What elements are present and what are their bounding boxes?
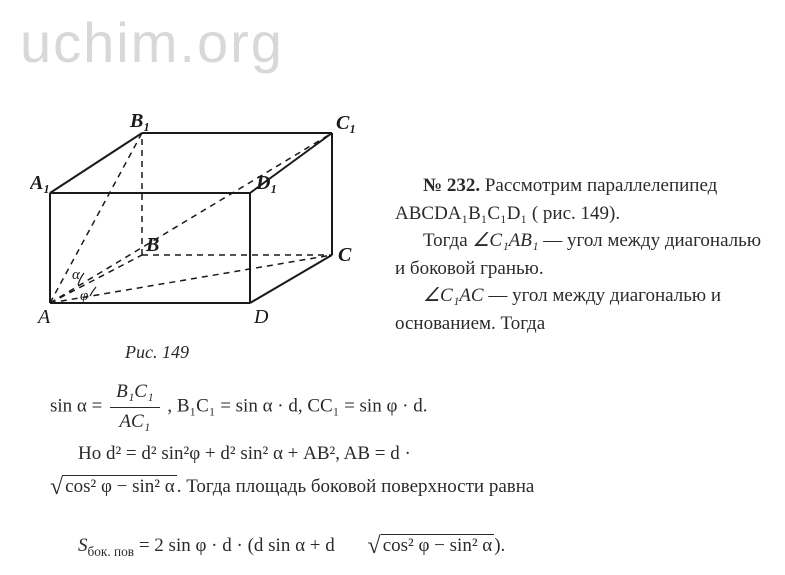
S: S bbox=[78, 535, 88, 556]
frac-den: AC₁ bbox=[110, 408, 160, 437]
sqrt-1: √cos² φ − sin² α bbox=[50, 469, 177, 505]
label-C1: C₁ bbox=[336, 112, 356, 134]
label-A1: A₁ bbox=[30, 172, 50, 194]
label-C: C bbox=[338, 244, 352, 266]
p2-angle: ∠C₁AB₁ bbox=[472, 230, 538, 251]
problem-text: № 232. Рассмотрим параллеле­пипед ABCDA₁… bbox=[395, 172, 765, 337]
math-line-3: Sбок. пов = 2 sin φ · d · (d sin α + d √… bbox=[50, 528, 760, 564]
math-line-1: sin α = B₁C₁ AC₁ , B₁C₁ = sin α · d, CC₁… bbox=[50, 378, 760, 436]
sqrt-2: √cos² φ − sin² α bbox=[340, 528, 495, 564]
watermark-text: uchim.org bbox=[20, 10, 284, 75]
frac-num: B₁C₁ bbox=[110, 378, 160, 408]
parallelepiped-diagram: A D B C A₁ D₁ B₁ C₁ α φ bbox=[30, 75, 370, 335]
m3end: ). bbox=[494, 535, 505, 556]
S-sub: бок. пов bbox=[88, 544, 135, 559]
p3-angle: ∠C₁AC bbox=[423, 285, 484, 306]
label-B: B bbox=[145, 234, 159, 256]
problem-number: № 232. bbox=[423, 175, 480, 196]
label-D: D bbox=[253, 306, 269, 328]
label-D1: D₁ bbox=[255, 172, 277, 194]
label-alpha: α bbox=[72, 267, 81, 283]
label-A: A bbox=[36, 306, 51, 328]
m3eq: = 2 sin φ · d · (d sin α + d bbox=[134, 535, 339, 556]
label-phi: φ bbox=[80, 288, 88, 304]
p2a: Тогда bbox=[423, 230, 472, 251]
figure-caption: Рис. 149 bbox=[125, 342, 189, 363]
math-line-2: Но d² = d² sin²φ + d² sin² α + AB², AB =… bbox=[50, 440, 760, 505]
m2a: Но d² = d² sin²φ + d² sin² α + AB², AB =… bbox=[78, 443, 411, 464]
label-B1: B₁ bbox=[129, 110, 150, 132]
m1a: sin α = bbox=[50, 395, 107, 416]
m1b: , B₁C₁ = sin α · d, CC₁ = sin φ · d. bbox=[167, 395, 427, 416]
m2b: . Тогда площадь боковой по­верхности рав… bbox=[177, 476, 535, 497]
fraction: B₁C₁ AC₁ bbox=[110, 378, 160, 436]
